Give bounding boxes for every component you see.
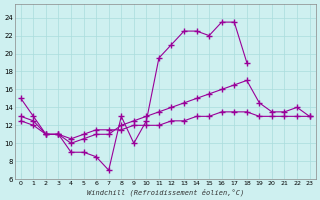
X-axis label: Windchill (Refroidissement éolien,°C): Windchill (Refroidissement éolien,°C)	[87, 188, 244, 196]
